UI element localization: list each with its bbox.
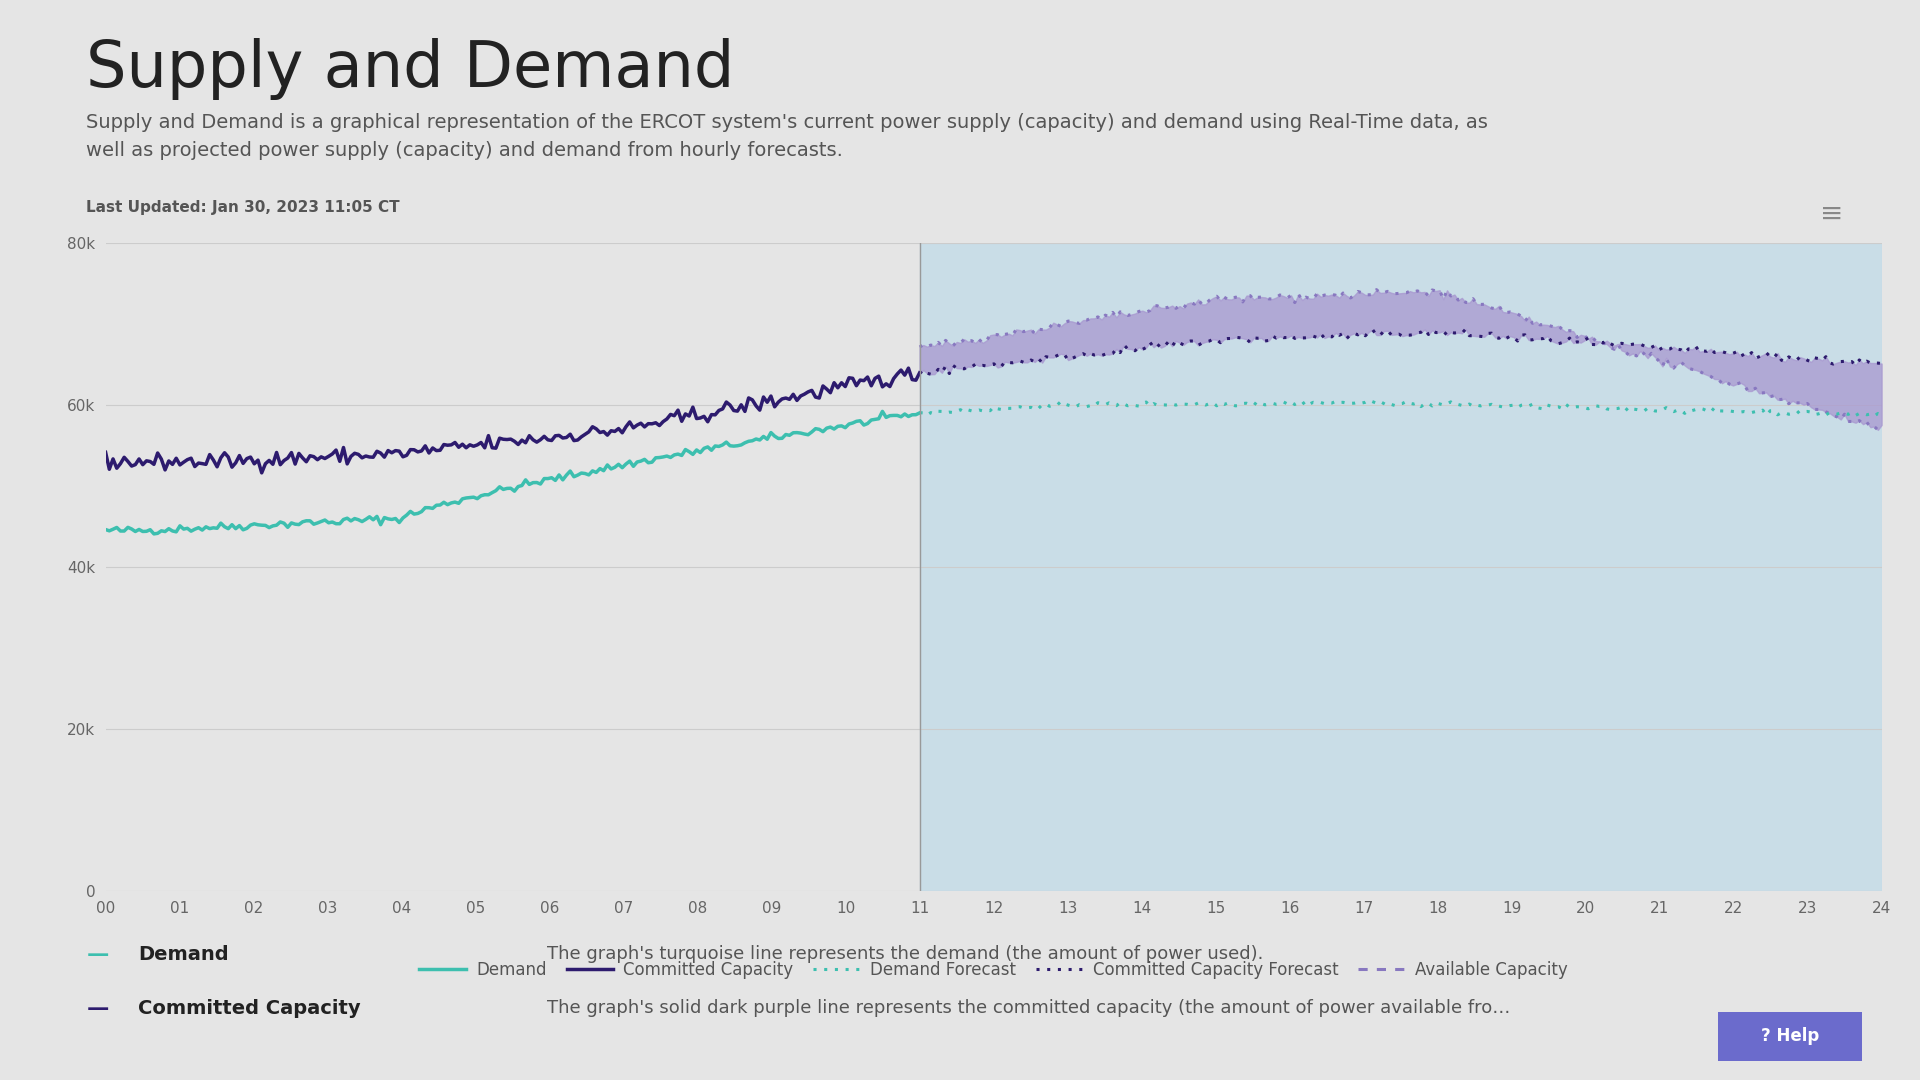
Text: Committed Capacity: Committed Capacity [138,999,361,1018]
Text: ? Help: ? Help [1761,1027,1820,1045]
Text: The graph's turquoise line represents the demand (the amount of power used).: The graph's turquoise line represents th… [547,945,1263,963]
Text: —: — [86,999,109,1020]
Text: —: — [86,945,109,966]
Legend: Demand, Committed Capacity, Demand Forecast, Committed Capacity Forecast, Availa: Demand, Committed Capacity, Demand Forec… [413,955,1574,986]
Text: Demand: Demand [138,945,228,964]
Text: Last Updated: Jan 30, 2023 11:05 CT: Last Updated: Jan 30, 2023 11:05 CT [86,200,399,215]
Text: ≡: ≡ [1820,200,1843,228]
Text: Supply and Demand: Supply and Demand [86,38,735,99]
Bar [920,243,1882,891]
Text: The graph's solid dark purple line represents the committed capacity (the amount: The graph's solid dark purple line repre… [547,999,1511,1017]
Text: Supply and Demand is a graphical representation of the ERCOT system's current po: Supply and Demand is a graphical represe… [86,113,1488,161]
